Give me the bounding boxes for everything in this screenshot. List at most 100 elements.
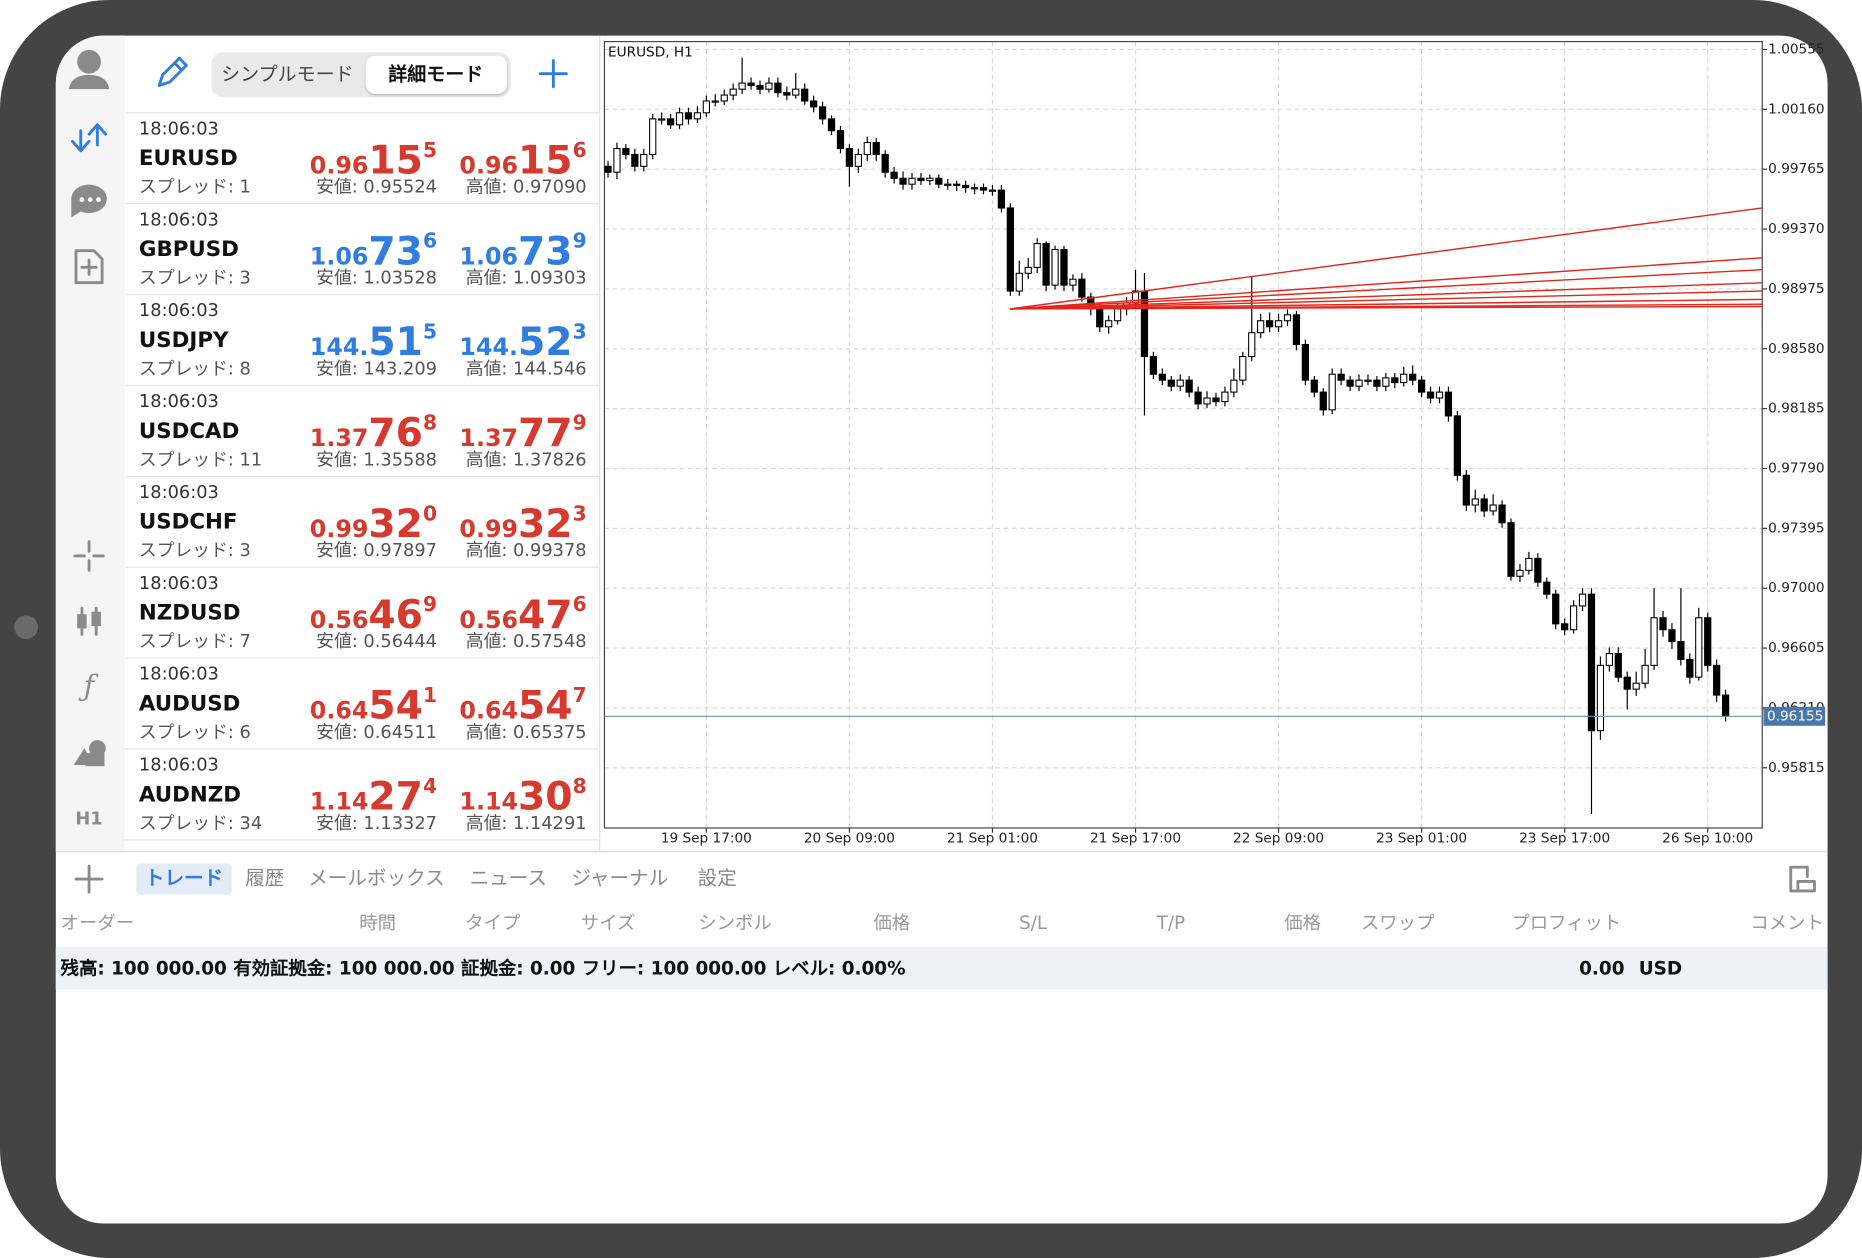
column-header: サイズ: [581, 913, 636, 934]
layout-icon[interactable]: [1789, 865, 1816, 893]
tab[interactable]: ニュース: [470, 867, 547, 890]
chart-type-icon[interactable]: [77, 606, 101, 636]
candle-body: [1176, 379, 1184, 387]
price-lead: 0.64: [310, 697, 369, 725]
price-pip: 7: [573, 683, 587, 707]
candle-body: [675, 112, 684, 126]
candle-body: [926, 177, 934, 182]
quote-high: 高値: 1.37826: [466, 449, 587, 470]
currency: USD: [1639, 958, 1682, 979]
quote-row[interactable]: 18:06:03 USDJPY スプレッド: 8 安値: 143.209 高値: 144…: [124, 300, 600, 387]
candle-body: [1516, 569, 1524, 577]
tab[interactable]: 設定: [698, 867, 737, 890]
new-order-icon[interactable]: [74, 249, 104, 285]
quote-time: 18:06:03: [139, 573, 219, 594]
current-price-label: 0.96155: [1767, 708, 1823, 724]
quote-ask: 0.99323: [459, 501, 586, 547]
column-header: 時間: [359, 913, 396, 934]
candle-body: [1105, 320, 1113, 328]
candle-body: [1480, 498, 1488, 512]
bottom-add-icon[interactable]: [74, 864, 104, 894]
candle-body: [1587, 593, 1596, 732]
candle-body: [1391, 377, 1399, 384]
price-big: 51: [368, 320, 423, 365]
column-header: 価格: [873, 913, 910, 934]
crosshair-icon[interactable]: [73, 540, 105, 572]
fan-line: [1010, 207, 1763, 310]
candle-body: [1382, 377, 1390, 387]
quote-low: 安値: 0.95524: [316, 177, 437, 198]
objects-icon[interactable]: [73, 740, 106, 767]
quote-symbol: AUDNZD: [139, 782, 241, 807]
quote-row[interactable]: 18:06:03 USDCAD スプレッド: 11 安値: 1.35588 高値: 1.…: [124, 391, 600, 477]
quotes-icon[interactable]: [71, 123, 108, 153]
quote-low: 安値: 143.209: [316, 358, 437, 379]
price-lead: 1.14: [459, 788, 518, 816]
y-tick-label: 0.99765: [1768, 161, 1824, 177]
candle-body: [1417, 379, 1426, 393]
plot-frame: [603, 40, 1763, 829]
x-tick-label: 23 Sep 17:00: [1519, 831, 1610, 847]
fan-line: [1010, 282, 1763, 310]
candle-body: [1525, 557, 1533, 571]
quote-symbol: NZDUSD: [139, 601, 241, 626]
candle-body: [1426, 391, 1435, 399]
price-big: 54: [368, 684, 423, 729]
edit-icon[interactable]: [157, 56, 188, 87]
quote-spread: スプレッド: 7: [139, 631, 251, 652]
quote-row[interactable]: 18:06:03 GBPUSD スプレッド: 3 安値: 1.03528 高値: 1.0…: [124, 209, 600, 296]
candle-body: [1471, 498, 1479, 506]
account-icon[interactable]: [68, 49, 110, 90]
candle-body: [1274, 320, 1283, 328]
candle-body: [1596, 664, 1605, 732]
quote-time: 18:06:03: [139, 300, 219, 321]
price-lead: 0.56: [310, 606, 369, 634]
tab[interactable]: 履歴: [245, 867, 284, 890]
quote-row[interactable]: 18:06:03 AUDUSD スプレッド: 6 安値: 0.64511 高値: 0.6…: [124, 664, 600, 750]
add-symbol-icon[interactable]: [538, 59, 568, 89]
candle-body: [1561, 623, 1569, 631]
price-pip: 0: [423, 501, 437, 525]
tab[interactable]: メールボックス: [308, 867, 444, 890]
price-pip: 6: [573, 592, 587, 616]
candle-body: [988, 189, 997, 192]
candle-body: [1158, 373, 1166, 381]
price-lead: 1.06: [310, 242, 369, 270]
quote-row[interactable]: 18:06:03 EURUSD スプレッド: 1 安値: 0.95524 高値: 0.9…: [124, 118, 600, 205]
price-lead: 144.: [459, 333, 518, 361]
price-lead: 0.56: [459, 606, 518, 634]
price-pip: 3: [573, 320, 587, 344]
y-tick-label: 1.00160: [1768, 101, 1824, 117]
timeframe-button[interactable]: H1: [75, 809, 102, 830]
price-pip: 8: [423, 410, 437, 434]
indicators-icon[interactable]: ƒ: [78, 669, 99, 702]
candle-body: [613, 148, 621, 173]
quote-high: 高値: 0.99378: [466, 540, 587, 561]
quote-low: 安値: 1.35588: [316, 449, 437, 470]
candle-body: [827, 118, 836, 132]
column-header: コメント: [1750, 913, 1824, 934]
price-big: 27: [368, 775, 423, 820]
candle-body: [1605, 653, 1613, 666]
candle-body: [1257, 320, 1265, 334]
tab[interactable]: ジャーナル: [571, 867, 668, 890]
mode-button[interactable]: 詳細モード: [388, 62, 483, 85]
quote-row[interactable]: 18:06:03 NZDUSD スプレッド: 7 安値: 0.56444 高値: 0.5…: [124, 573, 600, 659]
quote-high: 高値: 144.546: [466, 358, 587, 379]
candle-body: [1149, 355, 1158, 375]
candle-body: [1015, 272, 1023, 292]
quote-row[interactable]: 18:06:03 USDCHF スプレッド: 3 安値: 0.97897 高値: 0.9…: [124, 482, 600, 568]
quote-symbol: USDCHF: [139, 510, 238, 535]
price-pip: 6: [573, 138, 587, 162]
candle-body: [1462, 474, 1470, 506]
quote-symbol: GBPUSD: [139, 237, 239, 262]
tab[interactable]: トレード: [145, 867, 223, 890]
chat-icon[interactable]: [71, 184, 107, 218]
column-header: シンボル: [698, 913, 772, 934]
quote-spread: スプレッド: 8: [139, 358, 251, 379]
y-tick-label: 0.98580: [1768, 341, 1824, 357]
mode-button[interactable]: シンプルモード: [221, 63, 353, 85]
quote-row[interactable]: 18:06:03 AUDNZD スプレッド: 34 安値: 1.13327 高値: 1.…: [124, 755, 600, 841]
candle-body: [1355, 379, 1363, 387]
x-tick-label: 21 Sep 17:00: [1090, 831, 1181, 847]
